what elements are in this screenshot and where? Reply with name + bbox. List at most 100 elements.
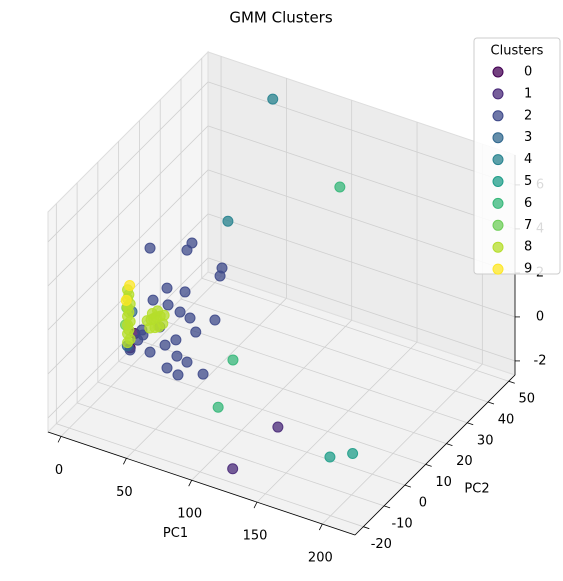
y-tick-label: 0 (419, 496, 427, 511)
z-tick-label: 0 (536, 309, 544, 324)
point (267, 93, 279, 105)
point (190, 326, 202, 338)
grid-line (76, 402, 385, 507)
point (227, 354, 239, 366)
grid-line (191, 319, 352, 481)
point (212, 401, 224, 413)
point (181, 356, 193, 368)
point (347, 448, 359, 460)
legend-marker (492, 197, 504, 209)
legend-marker (492, 154, 504, 166)
point (124, 333, 136, 345)
legend-marker (492, 132, 504, 144)
grid-line (47, 169, 209, 331)
grid-line (256, 341, 418, 503)
point (179, 286, 191, 298)
y-tick-label: -20 (371, 537, 392, 552)
y-tick-label: 10 (435, 475, 452, 490)
legend-label: 1 (524, 86, 532, 101)
grid-line (322, 363, 483, 525)
x-tick-label: 100 (177, 507, 202, 522)
legend-marker (492, 66, 504, 78)
point (161, 282, 173, 294)
grid-line (60, 276, 222, 437)
legend-label: 3 (524, 130, 532, 145)
x-axis (47, 431, 356, 536)
point (144, 242, 156, 254)
y-tick (508, 380, 515, 384)
y-tick-label: 20 (456, 454, 473, 469)
y-tick (467, 422, 474, 426)
y-tick-label: 50 (518, 392, 535, 407)
grid-line (207, 169, 516, 274)
x-tick-label: 150 (243, 529, 268, 544)
x-tick-label: 50 (116, 485, 133, 500)
legend-box (473, 37, 561, 275)
grid-line (207, 125, 516, 230)
legend-label: 5 (524, 174, 532, 189)
grid-line (207, 81, 516, 186)
point (124, 280, 136, 292)
x-axis-label: PC1 (163, 526, 188, 541)
point (120, 294, 132, 306)
y-axis (354, 374, 516, 536)
points (119, 93, 359, 475)
point (214, 270, 226, 282)
point (184, 312, 196, 324)
grid-line (139, 340, 447, 444)
y-tick (425, 463, 432, 467)
point (222, 215, 234, 227)
legend-label: 9 (524, 262, 532, 277)
point (172, 369, 184, 381)
y-tick (446, 443, 453, 446)
grid-line (160, 319, 468, 424)
point (170, 334, 182, 346)
y-axis-label: PC2 (464, 482, 489, 497)
chart-title: GMM Clusters (229, 9, 333, 27)
y-tick (487, 401, 495, 405)
point (174, 306, 186, 318)
point (209, 314, 221, 326)
x-tick-label: 200 (308, 551, 333, 566)
legend-marker (492, 110, 504, 122)
grid-line (118, 360, 426, 465)
point (324, 451, 336, 463)
grid-line (47, 81, 209, 243)
grid-line (56, 423, 364, 528)
legend-label: 7 (524, 218, 532, 233)
point (334, 181, 346, 193)
point (162, 299, 174, 311)
legend-marker (492, 176, 504, 187)
x-tick (253, 501, 258, 509)
y-tick (383, 505, 391, 509)
point (272, 421, 284, 433)
point (227, 463, 239, 475)
y-tick-label: -10 (391, 516, 412, 531)
legend-marker (492, 241, 504, 253)
y-tick-label: 30 (477, 433, 494, 448)
x-tick (318, 523, 323, 531)
point (197, 368, 209, 380)
point (181, 244, 193, 256)
grid-line (201, 277, 509, 382)
point (124, 315, 136, 327)
grid (47, 56, 516, 528)
point (158, 309, 170, 321)
x-tick (188, 480, 193, 487)
y-tick (363, 526, 370, 530)
legend-marker (492, 219, 504, 231)
point (144, 346, 156, 358)
point (147, 294, 159, 306)
point (161, 362, 173, 374)
grid-line (207, 213, 516, 318)
legend-label: 6 (524, 196, 532, 211)
grid-line (97, 381, 405, 486)
grid-line (207, 257, 516, 362)
legend-label: 0 (524, 65, 532, 80)
x-tick (57, 436, 62, 443)
grid-line (180, 298, 489, 403)
z-tick-label: -2 (534, 353, 547, 368)
point (159, 339, 171, 351)
legend: Clusters 0 1 2 3 4 5 6 7 8 9 (473, 37, 561, 277)
